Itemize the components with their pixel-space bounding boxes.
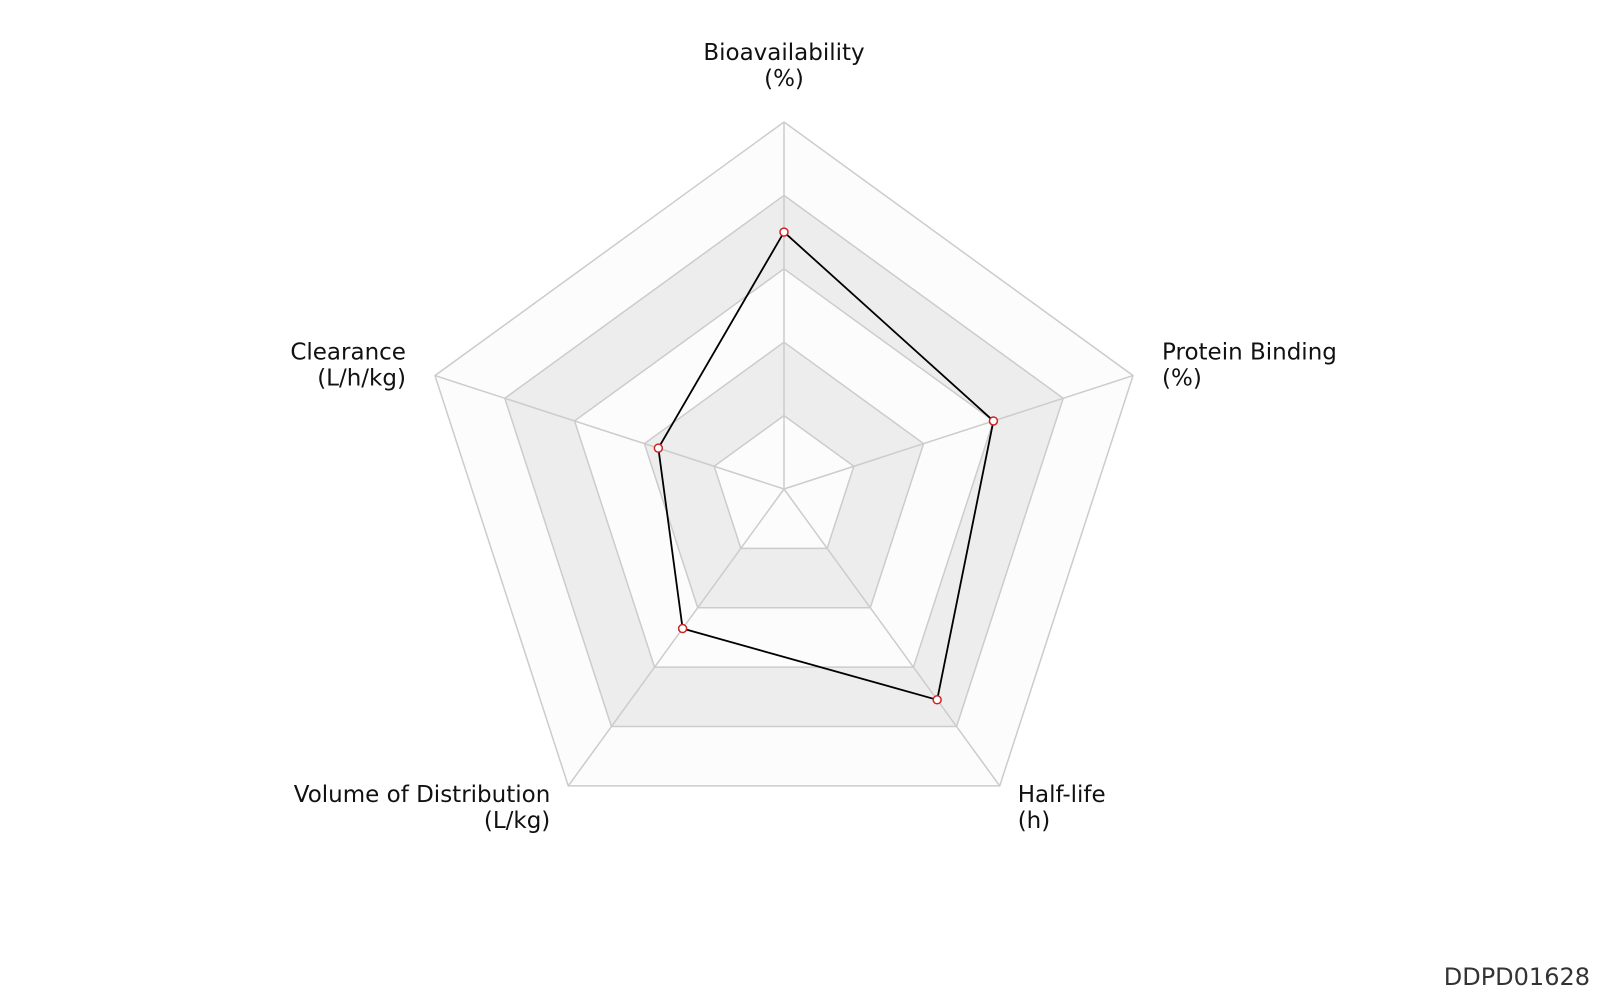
axis-unit: (h) — [1018, 808, 1051, 834]
spoke — [783, 488, 1001, 787]
spoke — [567, 488, 785, 787]
watermark: DDPD01628 — [1444, 963, 1590, 991]
axis-label: Volume of Distribution — [294, 782, 551, 808]
axis-label: Clearance — [290, 340, 406, 366]
point — [653, 443, 664, 453]
grid-ring — [713, 414, 855, 550]
grid-ring — [503, 194, 1065, 728]
grid-ring — [434, 121, 1134, 787]
marks — [653, 227, 999, 705]
axis-label: Protein Binding — [1162, 340, 1337, 366]
grid-ring — [573, 267, 995, 668]
point — [988, 416, 999, 426]
axis-unit: (L/kg) — [484, 808, 550, 834]
axis-unit: (%) — [1162, 366, 1202, 392]
axis-label: Half-life — [1018, 782, 1106, 808]
point — [779, 227, 789, 237]
axis-label: Bioavailability — [703, 40, 864, 66]
spoke — [783, 374, 1134, 490]
point — [932, 695, 942, 705]
axis-unit: (%) — [764, 66, 804, 92]
point — [677, 623, 688, 634]
grid-ring — [643, 341, 925, 609]
axis-unit: (L/h/kg) — [317, 366, 406, 392]
grid — [434, 121, 1134, 787]
series-line — [657, 230, 995, 701]
spoke — [434, 374, 785, 490]
